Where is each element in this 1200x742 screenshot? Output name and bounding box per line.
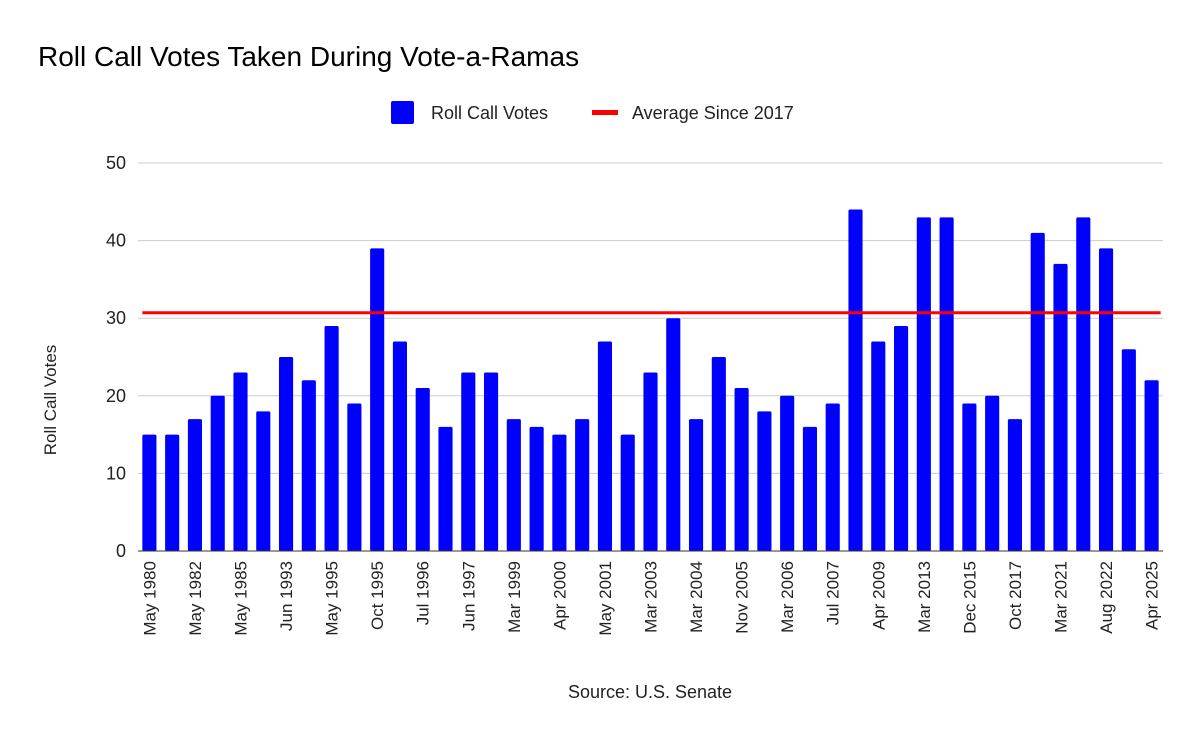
x-tick-label-24: Mar 2004	[687, 561, 706, 633]
y-tick-label-30: 30	[106, 308, 126, 328]
bar-22	[643, 372, 658, 551]
x-axis-ticks: May 1980 May 1982 May 1985 Jun 1993 May 1995…	[140, 561, 1161, 636]
bar-31	[848, 209, 863, 551]
y-tick-label-10: 10	[106, 463, 126, 483]
x-tick-label-42: Aug 2022	[1097, 561, 1116, 634]
x-tick-label-14: Jun 1997	[459, 561, 478, 631]
x-tick-label-10: Oct 1995	[368, 561, 387, 630]
bar-1	[165, 434, 180, 551]
legend-label-average-since-2017: Average Since 2017	[632, 103, 794, 123]
bar-38	[1007, 419, 1022, 551]
x-tick-label-6: Jun 1993	[277, 561, 296, 631]
bar-36	[962, 403, 977, 551]
bar-9	[347, 403, 362, 551]
bar-2	[187, 419, 202, 551]
x-tick-label-18: Apr 2000	[550, 561, 569, 630]
bar-15	[483, 372, 499, 551]
bar-28	[780, 395, 795, 551]
legend-label-roll-call-votes: Roll Call Votes	[431, 103, 548, 123]
bar-5	[256, 411, 271, 551]
x-tick-label-38: Oct 2017	[1006, 561, 1025, 630]
bar-10	[370, 248, 385, 552]
bar-16	[506, 419, 521, 551]
chart-title: Roll Call Votes Taken During Vote-a-Rama…	[38, 41, 579, 72]
x-tick-label-44: Apr 2025	[1143, 561, 1162, 630]
x-tick-label-26: Nov 2005	[733, 561, 752, 634]
bar-24	[688, 419, 704, 551]
bar-18	[552, 434, 567, 551]
bar-4	[233, 372, 248, 551]
x-tick-label-8: May 1995	[323, 561, 342, 636]
x-tick-label-2: May 1982	[186, 561, 205, 636]
bar-32	[871, 341, 886, 551]
y-axis-label: Roll Call Votes	[41, 345, 60, 456]
bar-17	[529, 426, 544, 551]
y-axis-ticks: 0 10 20 30 40 50	[106, 153, 126, 561]
bar-44	[1144, 380, 1159, 551]
bar-8	[324, 325, 339, 551]
bars	[142, 209, 1159, 552]
y-tick-label-0: 0	[116, 541, 126, 561]
bar-12	[415, 388, 430, 551]
bar-34	[916, 217, 931, 551]
x-tick-label-22: Mar 2003	[642, 561, 661, 633]
x-tick-label-34: Mar 2013	[915, 561, 934, 633]
legend: Roll Call Votes Average Since 2017	[391, 101, 794, 124]
source-note: Source: U.S. Senate	[568, 682, 732, 702]
bar-25	[711, 357, 726, 551]
bar-6	[278, 357, 294, 551]
bar-30	[825, 403, 840, 551]
y-tick-label-40: 40	[106, 231, 126, 251]
x-tick-label-40: Mar 2021	[1052, 561, 1071, 633]
bar-35	[939, 217, 954, 551]
x-tick-label-12: Jul 1996	[414, 561, 433, 625]
y-tick-label-50: 50	[106, 153, 126, 173]
x-tick-label-0: May 1980	[140, 561, 159, 636]
x-tick-label-4: May 1985	[232, 561, 251, 636]
x-tick-label-36: Dec 2015	[960, 561, 979, 634]
x-tick-label-20: May 2001	[596, 561, 615, 636]
bar-43	[1121, 349, 1136, 551]
bar-23	[666, 318, 681, 551]
bar-26	[734, 388, 749, 551]
bar-39	[1030, 232, 1045, 551]
bar-7	[301, 380, 316, 551]
bar-19	[575, 419, 590, 551]
bar-20	[597, 341, 612, 551]
bar-37	[985, 395, 1000, 551]
bar-40	[1053, 263, 1068, 551]
bar-3	[210, 395, 225, 551]
bar-0	[142, 434, 157, 551]
bar-33	[893, 325, 909, 551]
bar-14	[461, 372, 476, 551]
x-tick-label-32: Apr 2009	[869, 561, 888, 630]
x-tick-label-30: Jul 2007	[824, 561, 843, 625]
bar-21	[620, 434, 635, 551]
bar-13	[438, 426, 453, 551]
bar-27	[757, 411, 772, 551]
legend-swatch-roll-call-votes	[391, 101, 414, 124]
x-tick-label-28: Mar 2006	[778, 561, 797, 633]
bar-29	[802, 426, 817, 551]
bar-41	[1076, 217, 1091, 551]
x-tick-label-16: Mar 1999	[505, 561, 524, 633]
bar-11	[392, 341, 407, 551]
legend-swatch-average-since-2017	[592, 110, 618, 115]
bar-42	[1098, 248, 1114, 552]
y-tick-label-20: 20	[106, 386, 126, 406]
